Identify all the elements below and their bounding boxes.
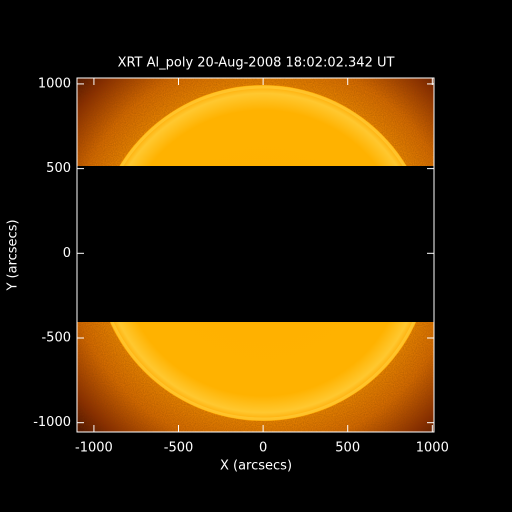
plot-frame [76,77,435,433]
y-tick-label: -1000 [33,415,71,430]
x-tick-label: 0 [259,441,267,456]
missing-data-band [77,166,434,322]
y-tick-label: 500 [46,161,71,176]
y-tick-label: 0 [63,246,71,261]
x-tick-label: -1000 [75,441,113,456]
x-tick-label: 1000 [416,441,449,456]
x-tick-label: -500 [164,441,194,456]
x-axis-label: X (arcsecs) [220,459,292,474]
y-tick-label: 1000 [38,76,71,91]
solar-image [77,78,434,432]
x-tick-label: 500 [335,441,360,456]
y-axis-label: Y (arcsecs) [6,219,21,291]
chart-title: XRT Al_poly 20-Aug-2008 18:02:02.342 UT [118,56,395,71]
y-tick-label: -500 [41,330,71,345]
